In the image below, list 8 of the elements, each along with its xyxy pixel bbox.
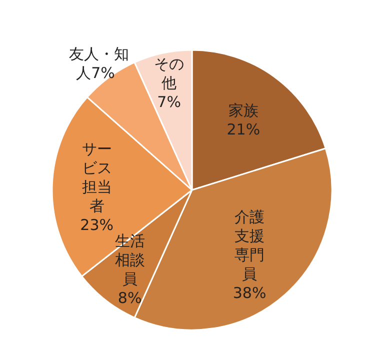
label: 人 xyxy=(76,64,92,82)
label: 介護支援専門員 38% xyxy=(232,208,266,302)
label: サービス担当者 23% xyxy=(80,140,114,234)
label: 友人・知 xyxy=(69,45,130,64)
value-label: 7% xyxy=(91,64,115,82)
label: その他 7% xyxy=(154,55,184,112)
label: 家族 21% xyxy=(226,102,260,139)
label: 生活相談員 8% xyxy=(114,232,145,307)
